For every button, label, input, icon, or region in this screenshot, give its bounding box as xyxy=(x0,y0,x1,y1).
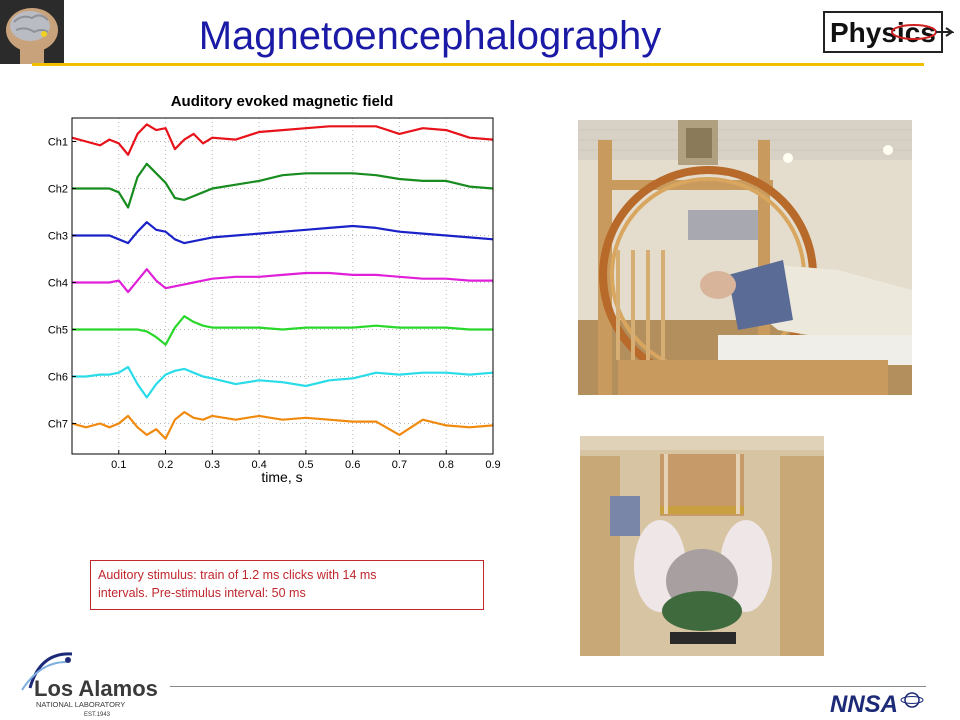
caption-line-1: Auditory stimulus: train of 1.2 ms click… xyxy=(98,568,377,582)
y-tick-label: Ch5 xyxy=(48,324,68,336)
nnsa-text: NNSA xyxy=(830,691,898,718)
caption-line-2: intervals. Pre-stimulus interval: 50 ms xyxy=(98,586,306,600)
y-tick-label: Ch2 xyxy=(48,183,68,195)
evoked-field-chart: Auditory evoked magnetic field Ch1 Ch2 Ch3… xyxy=(48,93,501,485)
x-tick-label: 0.9 xyxy=(485,459,500,471)
nnsa-logo: NNSA xyxy=(830,691,924,718)
y-tick-labels: Ch1 Ch2 Ch3 Ch4 Ch5 Ch6 Ch7 xyxy=(48,136,76,430)
series-line-ch6 xyxy=(72,365,494,399)
x-tick-label: 0.3 xyxy=(205,459,220,471)
x-tick-label: 0.4 xyxy=(251,459,266,471)
slide-title: Magnetoencephalography xyxy=(198,14,662,58)
physics-logo-text: Physics xyxy=(830,17,936,48)
y-tick-label: Ch3 xyxy=(48,230,68,242)
brain-logo xyxy=(0,0,64,64)
footer-divider xyxy=(170,686,926,687)
meg-apparatus-photo xyxy=(578,120,912,395)
lanl-established: EST.1943 xyxy=(84,712,111,718)
series-line-ch7 xyxy=(71,411,494,440)
x-tick-labels: 0.1 0.2 0.3 0.4 0.5 0.6 0.7 0.8 0.9 xyxy=(111,450,501,471)
title-underline xyxy=(32,63,924,66)
lanl-name: Los Alamos xyxy=(34,676,158,701)
physics-logo: Physics xyxy=(823,11,954,53)
los-alamos-logo: Los Alamos NATIONAL LABORATORY EST.1943 xyxy=(21,652,158,718)
x-tick-label: 0.1 xyxy=(111,459,126,471)
chart-grid xyxy=(72,118,494,454)
plot-frame xyxy=(71,117,494,455)
lanl-subtitle: NATIONAL LABORATORY xyxy=(36,700,125,709)
series-line-ch5 xyxy=(72,315,493,346)
x-tick-label: 0.2 xyxy=(158,459,173,471)
stimulus-caption: Auditory stimulus: train of 1.2 ms click… xyxy=(90,560,484,610)
chart-title: Auditory evoked magnetic field xyxy=(171,93,394,110)
y-tick-label: Ch1 xyxy=(48,136,68,148)
series-line-ch2 xyxy=(72,162,494,209)
chart-series xyxy=(71,123,494,440)
series-line-ch1 xyxy=(71,123,494,156)
x-tick-label: 0.8 xyxy=(439,459,454,471)
x-tick-label: 0.6 xyxy=(345,459,360,471)
series-line-ch4 xyxy=(72,268,493,294)
x-axis-label: time, s xyxy=(261,469,302,485)
x-tick-label: 0.7 xyxy=(392,459,407,471)
series-line-ch3 xyxy=(72,221,494,245)
y-tick-label: Ch6 xyxy=(48,371,68,383)
x-tick-label: 0.5 xyxy=(298,459,313,471)
meg-helmet-photo xyxy=(580,436,824,656)
y-tick-label: Ch4 xyxy=(48,277,68,289)
y-tick-label: Ch7 xyxy=(48,418,68,430)
